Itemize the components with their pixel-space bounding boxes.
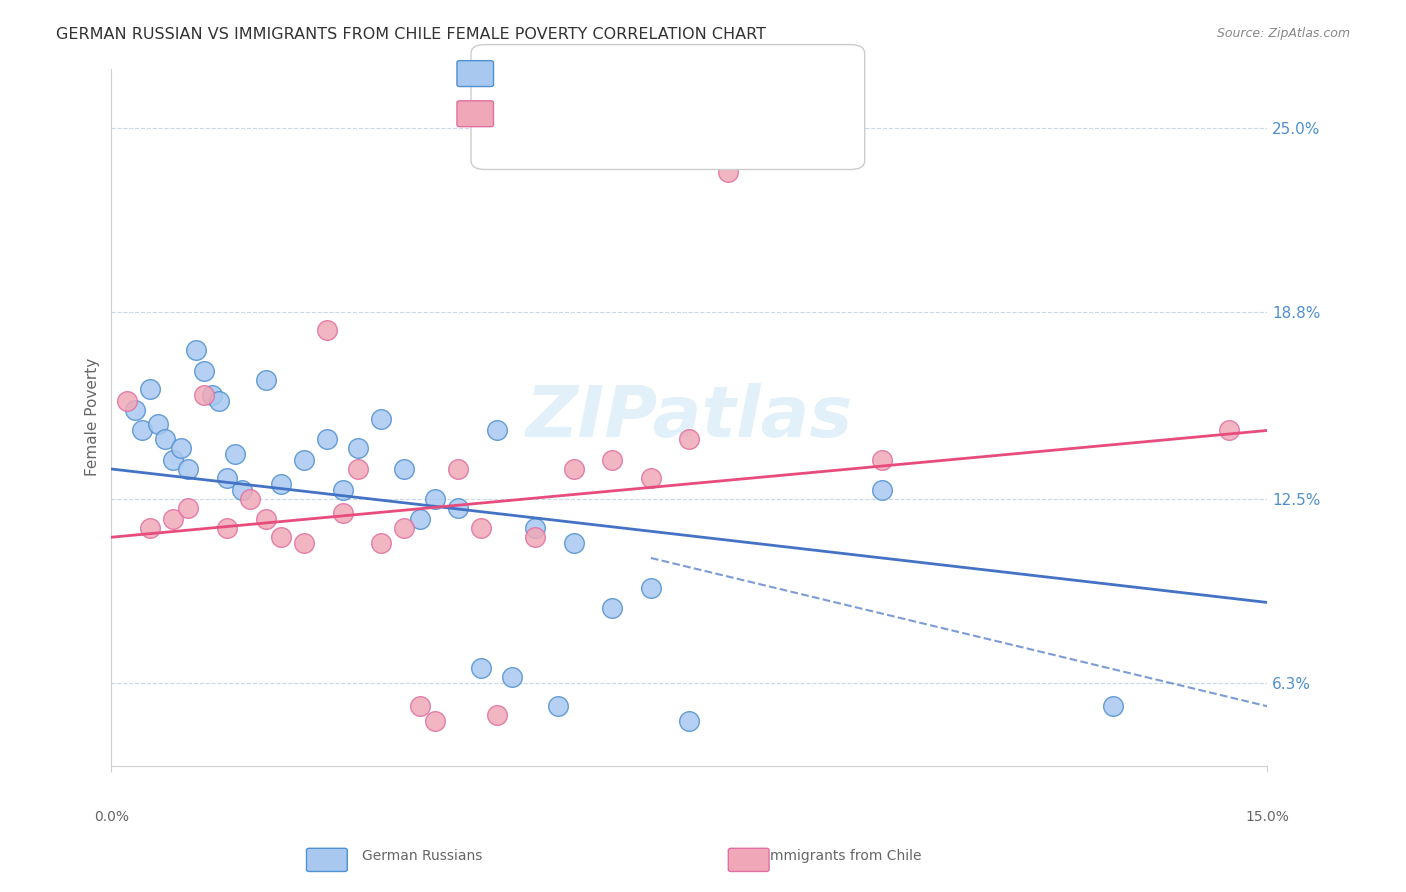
Text: German Russians: German Russians	[361, 849, 482, 863]
Point	[162, 512, 184, 526]
Text: GERMAN RUSSIAN VS IMMIGRANTS FROM CHILE FEMALE POVERTY CORRELATION CHART: GERMAN RUSSIAN VS IMMIGRANTS FROM CHILE …	[56, 27, 766, 42]
Point	[200, 388, 222, 402]
Point	[602, 453, 624, 467]
Point	[332, 507, 354, 521]
Text: Source: ZipAtlas.com: Source: ZipAtlas.com	[1216, 27, 1350, 40]
Point	[717, 165, 740, 179]
Point	[115, 393, 138, 408]
Point	[254, 373, 277, 387]
Point	[640, 581, 662, 595]
Point	[215, 471, 238, 485]
Point	[215, 521, 238, 535]
Point	[524, 530, 547, 544]
Text: -0.203: -0.203	[548, 71, 603, 87]
Point	[409, 512, 432, 526]
Point	[270, 476, 292, 491]
Point	[547, 699, 569, 714]
Text: ZIPatlas: ZIPatlas	[526, 383, 853, 451]
Point	[447, 500, 470, 515]
Point	[177, 462, 200, 476]
Text: N = 37: N = 37	[619, 71, 672, 87]
Text: 0.0%: 0.0%	[94, 810, 129, 824]
Point	[316, 322, 339, 336]
Point	[292, 536, 315, 550]
Point	[292, 453, 315, 467]
Point	[470, 521, 492, 535]
Point	[524, 521, 547, 535]
Point	[139, 382, 162, 396]
Text: R =: R =	[499, 71, 533, 87]
Point	[394, 462, 416, 476]
Point	[162, 453, 184, 467]
Point	[124, 402, 146, 417]
Point	[239, 491, 262, 506]
Point	[155, 433, 177, 447]
Point	[170, 441, 193, 455]
Point	[186, 343, 208, 358]
Point	[501, 670, 523, 684]
Point	[870, 453, 893, 467]
Point	[423, 714, 446, 728]
Point	[447, 462, 470, 476]
Point	[224, 447, 246, 461]
Point	[193, 388, 215, 402]
Text: 0.228: 0.228	[548, 112, 596, 127]
Point	[394, 521, 416, 535]
Point	[193, 364, 215, 378]
Text: R =: R =	[499, 112, 537, 127]
Point	[347, 441, 370, 455]
Point	[409, 699, 432, 714]
Point	[370, 536, 392, 550]
Point	[270, 530, 292, 544]
Point	[146, 417, 169, 432]
Point	[870, 483, 893, 497]
Point	[602, 601, 624, 615]
Point	[254, 512, 277, 526]
Text: Immigrants from Chile: Immigrants from Chile	[766, 849, 921, 863]
Point	[316, 433, 339, 447]
Point	[231, 483, 253, 497]
Point	[177, 500, 200, 515]
Point	[485, 708, 508, 723]
Point	[139, 521, 162, 535]
Point	[208, 393, 231, 408]
Y-axis label: Female Poverty: Female Poverty	[86, 358, 100, 476]
Point	[370, 411, 392, 425]
Point	[485, 424, 508, 438]
Point	[640, 471, 662, 485]
Point	[332, 483, 354, 497]
Point	[562, 462, 585, 476]
Point	[470, 661, 492, 675]
Text: N = 28: N = 28	[619, 112, 672, 127]
Point	[131, 424, 153, 438]
Text: 15.0%: 15.0%	[1246, 810, 1289, 824]
Point	[678, 714, 700, 728]
Point	[347, 462, 370, 476]
Point	[423, 491, 446, 506]
Point	[678, 433, 700, 447]
Point	[562, 536, 585, 550]
Point	[1218, 424, 1240, 438]
Point	[1102, 699, 1125, 714]
